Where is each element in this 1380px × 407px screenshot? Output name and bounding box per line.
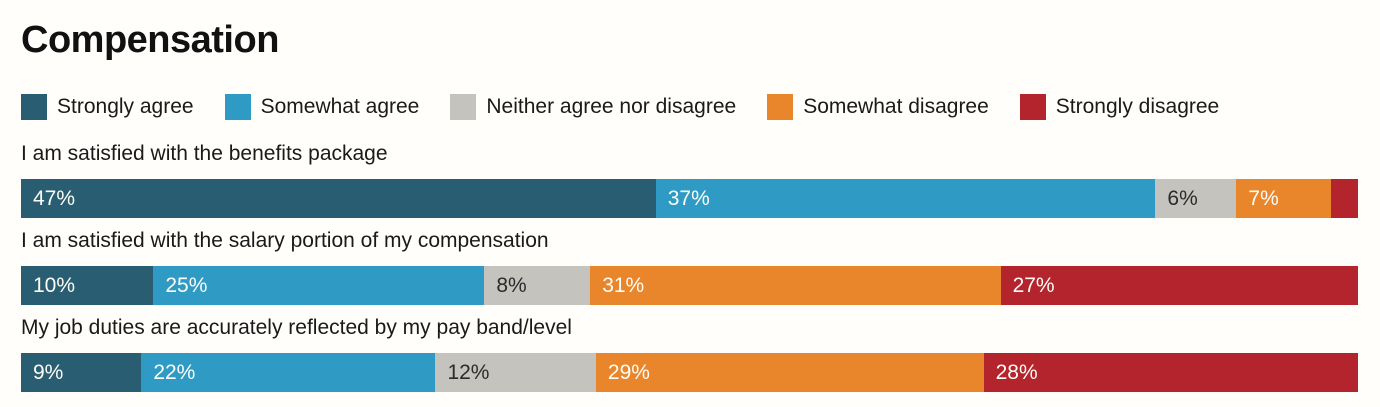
segment-value-label: 28% xyxy=(995,360,1038,384)
legend-item-strongly-disagree: Strongly disagree xyxy=(1019,94,1220,120)
row-category-label: My job duties are accurately reflected b… xyxy=(21,316,572,339)
bar-segment-somewhat-disagree: 29% xyxy=(595,353,984,392)
segment-value-label: 25% xyxy=(165,273,208,297)
chart-legend: Strongly agree Somewhat agree Neither agre… xyxy=(21,94,1358,120)
bar-segment-somewhat-agree: 22% xyxy=(141,353,436,392)
segment-value-label: 12% xyxy=(447,360,490,384)
segment-value-label: 47% xyxy=(33,186,76,210)
bar-segment-neither-agree-nor-disagree: 6% xyxy=(1155,179,1237,218)
segment-value-label: 9% xyxy=(33,360,64,384)
segment-value-label: 22% xyxy=(153,360,196,384)
legend-label: Somewhat agree xyxy=(260,95,420,118)
legend-swatch-strongly-disagree xyxy=(1019,94,1046,120)
chart-bar-rows: I am satisfied with the benefits package… xyxy=(21,142,1358,392)
segment-value-label: 37% xyxy=(667,186,710,210)
bar-segment-neither-agree-nor-disagree: 8% xyxy=(484,266,591,305)
legend-item-neither-agree-nor-disagree: Neither agree nor disagree xyxy=(450,94,736,120)
bar-segment-strongly-agree: 47% xyxy=(21,179,656,218)
chart-title: Compensation xyxy=(21,19,279,61)
segment-value-label: 6% xyxy=(1167,186,1198,210)
row-category-label: I am satisfied with the salary portion o… xyxy=(21,229,549,252)
stacked-bar: 47% 37% 6% 7% xyxy=(21,179,1358,218)
segment-value-label: 8% xyxy=(496,273,527,297)
bar-segment-somewhat-agree: 25% xyxy=(153,266,485,305)
legend-item-strongly-agree: Strongly agree xyxy=(21,94,194,120)
segment-value-label: 7% xyxy=(1248,186,1279,210)
bar-segment-strongly-agree: 10% xyxy=(21,266,154,305)
segment-value-label: 10% xyxy=(33,273,76,297)
segment-value-label: 27% xyxy=(1012,273,1055,297)
legend-swatch-somewhat-agree xyxy=(224,94,251,120)
legend-swatch-neither-agree-nor-disagree xyxy=(450,94,477,120)
segment-value-label: 29% xyxy=(607,360,650,384)
row-category-label: I am satisfied with the benefits package xyxy=(21,142,388,165)
bar-segment-somewhat-disagree: 7% xyxy=(1236,179,1331,218)
legend-label: Somewhat disagree xyxy=(803,95,989,118)
bar-segment-strongly-disagree: 27% xyxy=(1000,266,1358,305)
legend-label: Strongly disagree xyxy=(1055,95,1220,118)
segment-value-label: 31% xyxy=(602,273,645,297)
chart-row: I am satisfied with the benefits package… xyxy=(21,142,1358,218)
stacked-bar: 10% 25% 8% 31% 27% xyxy=(21,266,1358,305)
legend-label: Neither agree nor disagree xyxy=(486,95,737,118)
bar-segment-somewhat-disagree: 31% xyxy=(590,266,1001,305)
legend-swatch-strongly-agree xyxy=(21,94,47,120)
bar-segment-somewhat-agree: 37% xyxy=(655,179,1156,218)
bar-segment-strongly-agree: 9% xyxy=(21,353,142,392)
legend-item-somewhat-agree: Somewhat agree xyxy=(224,94,420,120)
bar-segment-strongly-disagree: 28% xyxy=(983,353,1358,392)
legend-label: Strongly agree xyxy=(57,95,194,118)
chart-row: I am satisfied with the salary portion o… xyxy=(21,229,1358,305)
legend-item-somewhat-disagree: Somewhat disagree xyxy=(767,94,989,120)
bar-segment-neither-agree-nor-disagree: 12% xyxy=(435,353,596,392)
chart-row: My job duties are accurately reflected b… xyxy=(21,316,1358,392)
stacked-bar: 9% 22% 12% 29% 28% xyxy=(21,353,1358,392)
legend-swatch-somewhat-disagree xyxy=(767,94,794,120)
bar-segment-strongly-disagree xyxy=(1330,179,1358,218)
